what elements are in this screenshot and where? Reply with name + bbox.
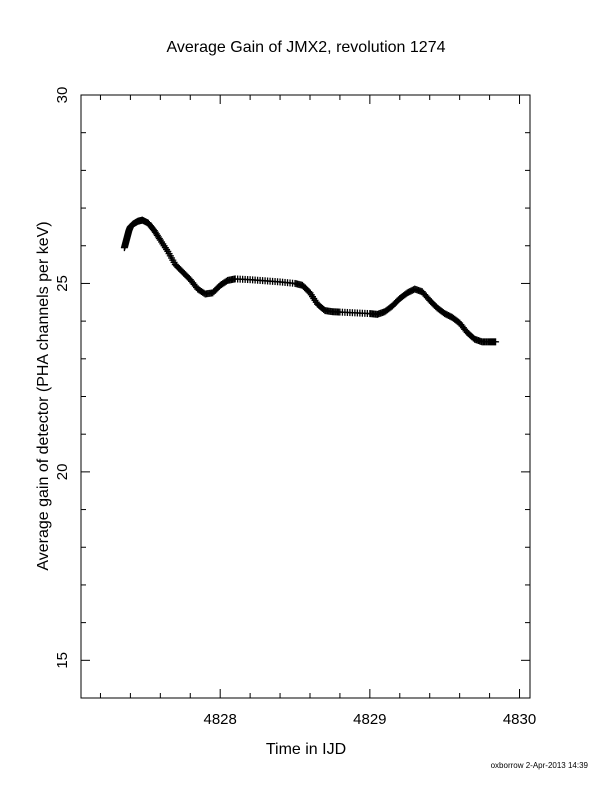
x-axis-label: Time in IJD [266,741,346,758]
y-tick-label: 30 [54,87,71,104]
x-tick-label: 4828 [204,711,237,728]
data-point-marker [492,338,500,346]
x-tick-label: 4830 [503,711,536,728]
y-tick-label: 25 [54,275,71,292]
axis-ticks [81,94,530,699]
y-tick-label: 20 [54,464,71,481]
chart-title: Average Gain of JMX2, revolution 1274 [167,39,446,56]
x-tick-label: 4829 [353,711,386,728]
plot-frame [80,94,531,699]
axis-tick-labels: 4828 4829 4830 15 20 25 30 [54,87,536,728]
data-series [120,216,500,346]
y-axis-label: Average gain of detector (PHA channels p… [35,221,52,570]
footer-stamp: oxborrow 2-Apr-2013 14:39 [491,761,589,770]
y-tick-label: 15 [54,652,71,669]
